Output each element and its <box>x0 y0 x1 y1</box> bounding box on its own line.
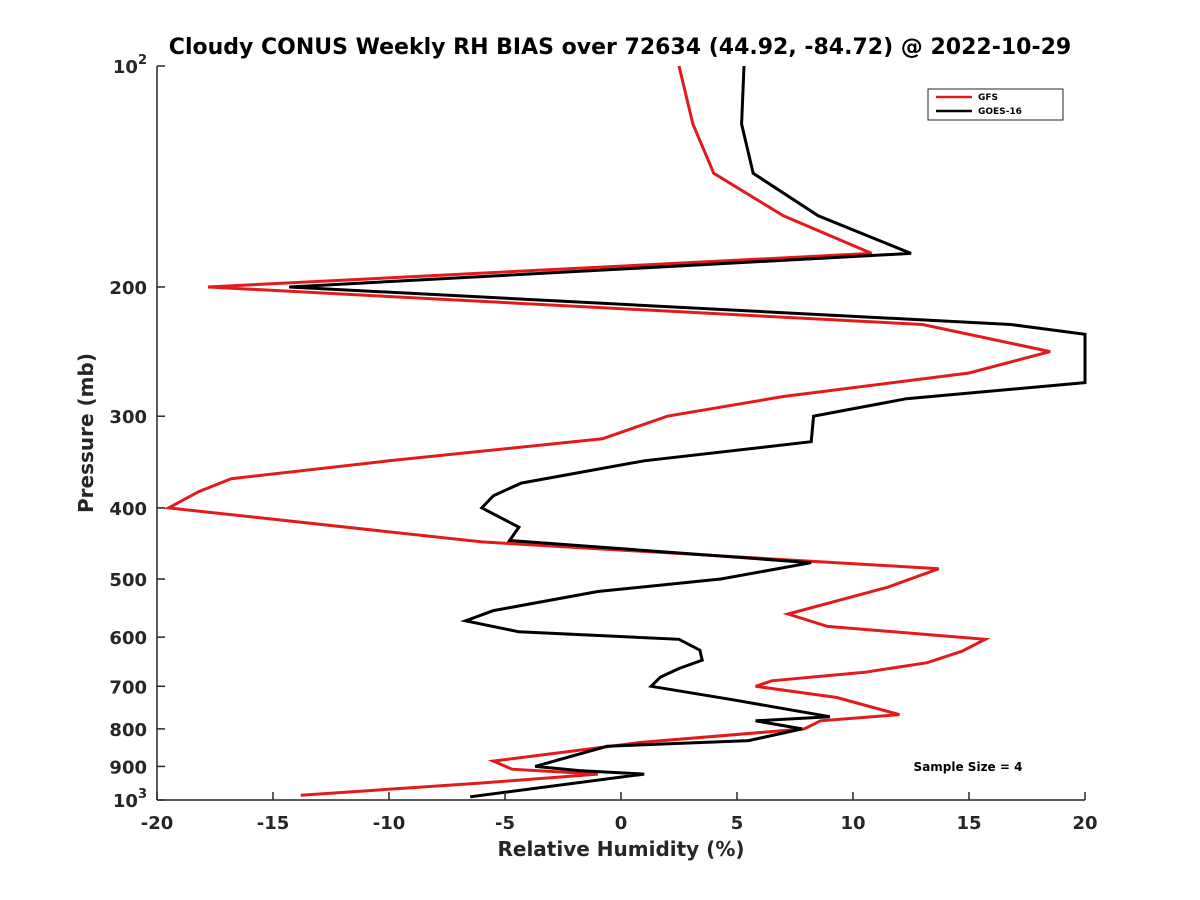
y-tick-label: 800 <box>109 720 147 741</box>
y-tick-label: 600 <box>109 628 147 649</box>
y-tick-label: 200 <box>109 278 147 299</box>
series-line-goes-16 <box>289 65 1087 799</box>
y-tick-label: 300 <box>109 407 147 428</box>
x-tick-label: -20 <box>141 813 174 834</box>
y-tick-exponent: 2 <box>138 53 147 68</box>
y-axis-label: Pressure (mb) <box>74 353 98 513</box>
x-tick-label: -5 <box>495 813 515 834</box>
x-axis-label: Relative Humidity (%) <box>497 837 744 861</box>
series-layer <box>163 65 1087 799</box>
x-ticks: -20 -15 -10 -5 0 5 10 15 20 <box>141 792 1098 834</box>
legend-label-goes-16: GOES-16 <box>978 107 1022 117</box>
y-tick-label: 900 <box>109 757 147 778</box>
legend: GFS GOES-16 <box>927 88 1064 121</box>
x-tick-label: -10 <box>373 813 406 834</box>
y-tick-label: 700 <box>109 677 147 698</box>
y-tick-label: 103 <box>113 787 147 812</box>
legend-label-gfs: GFS <box>978 93 998 103</box>
x-tick-label: 0 <box>615 813 628 834</box>
legend-box <box>927 88 1064 121</box>
x-tick-label: 20 <box>1072 813 1097 834</box>
y-tick-exponent: 3 <box>138 787 147 802</box>
x-tick-label: -15 <box>257 813 290 834</box>
y-ticks: 102 200 300 400 500 600 700 800 900 103 <box>109 53 165 812</box>
chart-title: Cloudy CONUS Weekly RH BIAS over 72634 (… <box>169 35 1071 60</box>
y-tick-label: 500 <box>109 570 147 591</box>
x-tick-label: 10 <box>840 813 865 834</box>
sample-size-annotation: Sample Size = 4 <box>914 760 1023 774</box>
x-tick-label: 5 <box>731 813 744 834</box>
y-tick-label: 400 <box>109 499 147 520</box>
series-line-gfs <box>163 65 1051 797</box>
y-tick-label: 102 <box>113 53 147 78</box>
x-tick-label: 15 <box>956 813 981 834</box>
